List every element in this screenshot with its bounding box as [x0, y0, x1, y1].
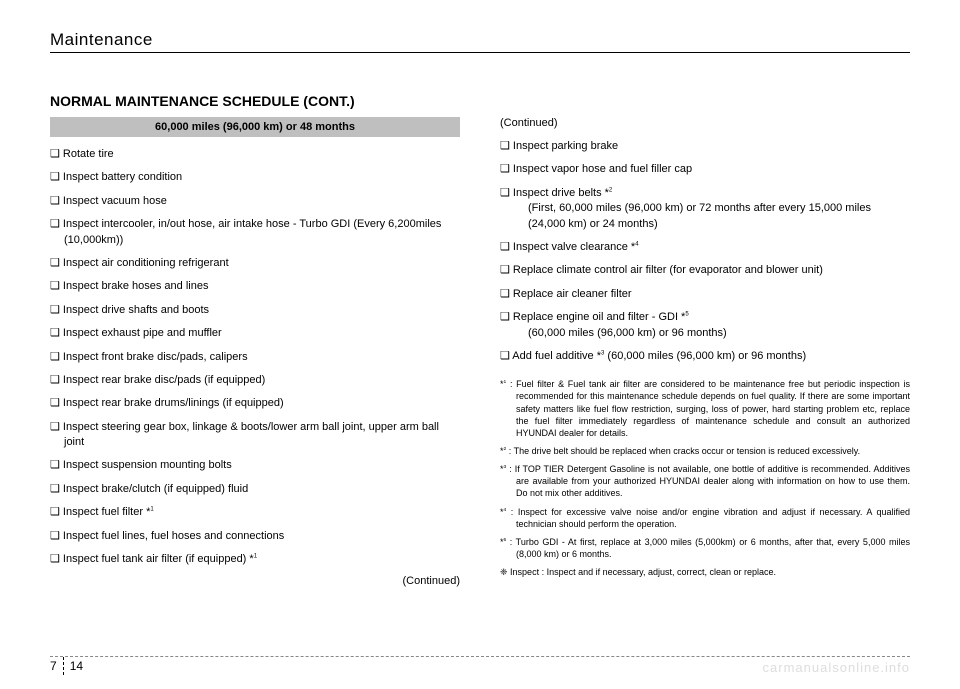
maintenance-item: ❑ Inspect vapor hose and fuel filler cap: [500, 162, 910, 177]
maintenance-item: ❑ Inspect steering gear box, linkage & b…: [50, 420, 460, 451]
maintenance-item: ❑ Inspect suspension mounting bolts: [50, 458, 460, 473]
schedule-header: 60,000 miles (96,000 km) or 48 months: [50, 117, 460, 137]
left-items: ❑ Rotate tire ❑ Inspect battery condition…: [50, 147, 460, 567]
section-title: NORMAL MAINTENANCE SCHEDULE (CONT.): [50, 93, 910, 109]
maintenance-item: ❑ Inspect air conditioning refrigerant: [50, 256, 460, 271]
footnotes: *1 : Fuel filter & Fuel tank air filter …: [500, 378, 910, 578]
footnote: *2 : The drive belt should be replaced w…: [500, 445, 910, 457]
maintenance-item: ❑ Inspect intercooler, in/out hose, air …: [50, 217, 460, 248]
page-footer: 7 14: [50, 657, 83, 675]
maintenance-item: ❑ Inspect rear brake disc/pads (if equip…: [50, 373, 460, 388]
chapter-title: Maintenance: [50, 30, 910, 53]
maintenance-item: ❑ Inspect drive shafts and boots: [50, 303, 460, 318]
maintenance-item: ❑ Inspect valve clearance *4: [500, 240, 910, 255]
maintenance-item: ❑ Replace climate control air filter (fo…: [500, 263, 910, 278]
maintenance-item: ❑ Inspect brake hoses and lines: [50, 279, 460, 294]
maintenance-item: ❑ Inspect battery condition: [50, 170, 460, 185]
page-number-right: 14: [70, 659, 83, 673]
footnote: *1 : Fuel filter & Fuel tank air filter …: [500, 378, 910, 439]
page-container: Maintenance NORMAL MAINTENANCE SCHEDULE …: [0, 0, 960, 689]
continued-left: (Continued): [50, 575, 460, 587]
maintenance-item: ❑ Add fuel additive *3 (60,000 miles (96…: [500, 349, 910, 364]
maintenance-item: ❑ Rotate tire: [50, 147, 460, 162]
maintenance-item: ❑ Inspect drive belts *2(First, 60,000 m…: [500, 186, 910, 232]
maintenance-item: ❑ Replace engine oil and filter - GDI *5…: [500, 310, 910, 341]
maintenance-item: ❑ Inspect rear brake drums/linings (if e…: [50, 396, 460, 411]
footnote: *3 : If TOP TIER Detergent Gasoline is n…: [500, 463, 910, 499]
maintenance-item: ❑ Inspect fuel filter *1: [50, 505, 460, 520]
left-column: 60,000 miles (96,000 km) or 48 months ❑ …: [50, 117, 460, 587]
footnote: ❈ Inspect : Inspect and if necessary, ad…: [500, 566, 910, 578]
page-number-left: 7: [50, 659, 57, 673]
maintenance-item: ❑ Inspect fuel tank air filter (if equip…: [50, 552, 460, 567]
footnote: *4 : Inspect for excessive valve noise a…: [500, 506, 910, 530]
maintenance-item: ❑ Inspect parking brake: [500, 139, 910, 154]
footnote: *5 : Turbo GDI - At first, replace at 3,…: [500, 536, 910, 560]
right-items: ❑ Inspect parking brake ❑ Inspect vapor h…: [500, 139, 910, 364]
page-separator: [63, 657, 64, 675]
footer-dashed-line: [50, 656, 910, 657]
right-column: (Continued) ❑ Inspect parking brake❑ Ins…: [500, 117, 910, 587]
watermark: carmanualsonline.info: [763, 660, 910, 675]
maintenance-item: ❑ Inspect brake/clutch (if equipped) flu…: [50, 482, 460, 497]
maintenance-item: ❑ Inspect exhaust pipe and muffler: [50, 326, 460, 341]
content-columns: 60,000 miles (96,000 km) or 48 months ❑ …: [50, 117, 910, 587]
maintenance-item: ❑ Inspect vacuum hose: [50, 194, 460, 209]
maintenance-item: ❑ Replace air cleaner filter: [500, 287, 910, 302]
continued-right: (Continued): [500, 117, 910, 129]
maintenance-item: ❑ Inspect front brake disc/pads, caliper…: [50, 350, 460, 365]
maintenance-item: ❑ Inspect fuel lines, fuel hoses and con…: [50, 529, 460, 544]
